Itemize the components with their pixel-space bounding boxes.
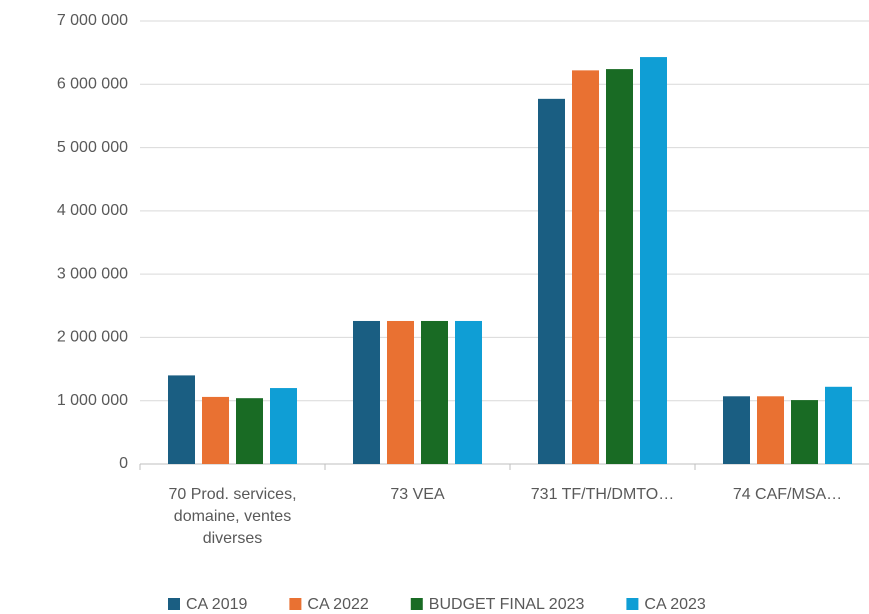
x-tick-label: 73 VEA — [390, 486, 445, 503]
bar — [757, 396, 784, 464]
bar — [353, 320, 380, 464]
bar — [723, 396, 750, 464]
bar — [606, 69, 633, 465]
legend-swatch — [410, 598, 423, 610]
y-tick-label: 1 000 000 — [57, 392, 128, 409]
x-tick-label: 70 Prod. services, domaine, ventes diver… — [168, 486, 297, 547]
y-tick-label: 3 000 000 — [57, 265, 128, 282]
legend-label: CA 2023 — [644, 596, 705, 613]
y-tick-label: 4 000 000 — [57, 202, 128, 219]
y-tick-label: 5 000 000 — [57, 139, 128, 156]
bar — [236, 398, 263, 464]
bar — [791, 400, 818, 464]
y-tick-label: 6 000 000 — [57, 76, 128, 93]
bar — [640, 57, 667, 465]
y-tick-label: 2 000 000 — [57, 329, 128, 346]
x-tick-label: 74 CAF/MSA… — [732, 486, 843, 503]
legend-swatch — [626, 598, 639, 610]
legend-label: CA 2019 — [186, 596, 247, 613]
legend-label: BUDGET FINAL 2023 — [429, 596, 585, 613]
bar — [825, 386, 852, 464]
y-tick-label: 0 — [119, 455, 128, 472]
x-tick-label: 731 TF/TH/DMTO… — [530, 486, 675, 503]
bar — [202, 396, 229, 464]
bar — [168, 375, 195, 464]
bar — [538, 98, 565, 464]
y-tick-label: 7 000 000 — [57, 12, 128, 29]
bar — [387, 320, 414, 464]
legend-swatch — [168, 598, 180, 610]
legend-swatch — [289, 598, 302, 610]
bar — [270, 388, 297, 464]
legend-label: CA 2022 — [307, 596, 368, 613]
bar — [572, 70, 599, 464]
bar — [455, 320, 482, 464]
bar — [421, 320, 448, 464]
